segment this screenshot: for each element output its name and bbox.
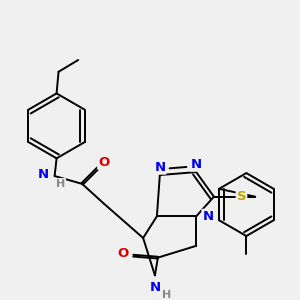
Text: N: N <box>191 158 202 171</box>
Text: N: N <box>202 210 214 223</box>
Text: O: O <box>98 156 110 169</box>
Text: N: N <box>149 280 161 294</box>
Text: H: H <box>162 290 171 300</box>
Text: N: N <box>154 161 165 174</box>
Text: O: O <box>118 247 129 260</box>
Text: N: N <box>37 167 48 181</box>
Text: H: H <box>56 179 65 189</box>
Text: S: S <box>237 190 246 203</box>
